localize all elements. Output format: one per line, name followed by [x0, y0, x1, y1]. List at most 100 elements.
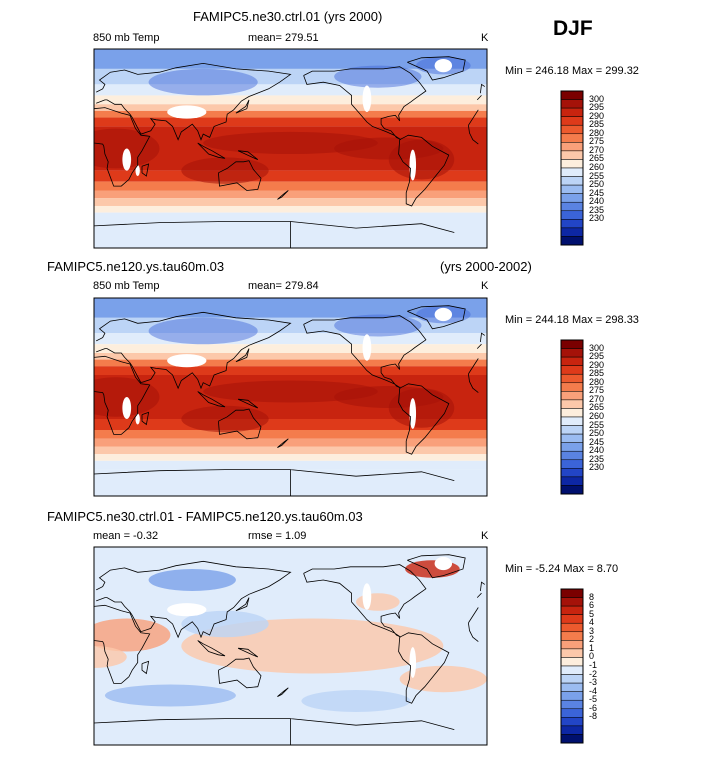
colorbar-swatch	[560, 124, 584, 135]
panel2-variable: 850 mb Temp	[93, 280, 160, 292]
colorbar-swatch	[560, 485, 584, 495]
colorbar-swatch	[560, 159, 584, 169]
panel2-title-years: (yrs 2000-2002)	[440, 259, 532, 274]
colorbar-swatch	[560, 201, 584, 212]
colorbar-tick-label: -8	[589, 711, 598, 722]
colorbar-tick-label: 285	[589, 368, 605, 379]
season-label: DJF	[553, 17, 593, 40]
colorbar-swatch	[560, 614, 584, 624]
colorbar-swatch	[560, 450, 584, 461]
colorbar-swatch	[560, 236, 584, 246]
colorbar-tick-label: -3	[589, 677, 598, 688]
colorbar-tick-label: 2	[589, 634, 595, 645]
colorbar-swatch	[560, 597, 584, 607]
colorbar-swatch	[560, 416, 584, 426]
colorbar-tick-label: 260	[589, 411, 605, 421]
colorbar-swatch	[560, 193, 584, 203]
colorbar-tick-label: -6	[589, 702, 598, 713]
panel2-units: K	[481, 280, 489, 292]
colorbar-tick-label: 275	[589, 136, 605, 147]
colorbar-swatch	[560, 476, 584, 486]
panel1-title: FAMIPC5.ne30.ctrl.01 (yrs 2000)	[193, 9, 383, 24]
colorbar-tick-label: 270	[589, 393, 605, 404]
panel2-title: FAMIPC5.ne120.ys.tau60m.03	[47, 259, 225, 274]
colorbar-tick-label: 290	[589, 359, 605, 370]
colorbar-tick-label: 285	[589, 119, 605, 130]
colorbar-2	[560, 339, 584, 495]
map-frame	[93, 48, 488, 249]
colorbar-swatch	[560, 468, 584, 478]
colorbar-swatch	[560, 99, 584, 109]
colorbar-swatch	[560, 167, 584, 177]
colorbar-swatch	[560, 725, 584, 735]
colorbar-tick-label: 245	[589, 436, 605, 447]
colorbar-tick-label: 280	[589, 376, 605, 387]
colorbar-swatch	[560, 699, 584, 710]
colorbar-swatch	[560, 348, 584, 358]
colorbar-tick-label: 255	[589, 419, 605, 430]
colorbar-tick-label: 235	[589, 204, 605, 215]
colorbar-tick-label: 295	[589, 102, 605, 113]
colorbar-swatch	[560, 459, 584, 469]
colorbar-tick-label: -2	[589, 668, 598, 679]
colorbar-swatch	[560, 116, 584, 126]
colorbar-swatch	[560, 219, 584, 229]
colorbar-tick-label: 8	[589, 591, 595, 602]
colorbar-tick-label: 265	[589, 153, 605, 164]
colorbar-tick-label: 0	[589, 651, 595, 662]
colorbar-swatch	[560, 408, 584, 418]
colorbar-swatch	[560, 382, 584, 392]
colorbar-tick-label: 265	[589, 402, 605, 413]
colorbar-tick-label: 3	[589, 625, 595, 636]
colorbar-tick-label: 250	[589, 179, 605, 190]
map-panel-3	[93, 546, 488, 746]
colorbar-swatch	[560, 665, 584, 675]
panel1-units: K	[481, 32, 489, 44]
colorbar-swatch	[560, 142, 584, 152]
colorbar-swatch	[560, 648, 584, 658]
colorbar-swatch	[560, 674, 584, 684]
panel2-minmax: Min = 244.18 Max = 298.33	[505, 314, 639, 326]
colorbar-tick-label: 1	[589, 642, 595, 653]
colorbar-tick-label: 255	[589, 170, 605, 181]
map-frame	[93, 297, 488, 497]
colorbar-swatch	[560, 691, 584, 701]
colorbar-tick-label: 270	[589, 144, 605, 155]
colorbar-tick-label: 300	[589, 93, 605, 104]
colorbar-swatch	[560, 734, 584, 744]
colorbar-tick-label: 240	[589, 196, 605, 207]
colorbar-tick-label: 275	[589, 385, 605, 396]
map-frame	[93, 546, 488, 746]
colorbar-tick-label: -4	[589, 685, 598, 696]
colorbar-swatch	[560, 588, 584, 598]
colorbar-tick-label: -5	[589, 694, 598, 705]
map-panel-1	[93, 48, 488, 249]
colorbar-tick-label: 260	[589, 162, 605, 172]
colorbar-swatch	[560, 425, 584, 435]
panel1-mean: mean= 279.51	[248, 32, 319, 44]
colorbar-swatch	[560, 184, 584, 194]
colorbar-swatch	[560, 708, 584, 718]
colorbar-tick-label: 250	[589, 428, 605, 439]
colorbar-swatch	[560, 682, 584, 692]
colorbar-swatch	[560, 339, 584, 349]
colorbar-tick-label: 245	[589, 187, 605, 198]
colorbar-tick-label: 240	[589, 445, 605, 456]
colorbar-tick-label: 295	[589, 351, 605, 362]
colorbar-tick-label: 6	[589, 600, 595, 611]
colorbar-tick-label: 235	[589, 453, 605, 464]
colorbar-tick-label: -1	[589, 660, 598, 670]
colorbar-swatch	[560, 90, 584, 100]
panel1-variable: 850 mb Temp	[93, 32, 160, 44]
colorbar-swatch	[560, 356, 584, 366]
colorbar-tick-label: 4	[589, 617, 595, 628]
colorbar-swatch	[560, 150, 584, 160]
panel3-minmax: Min = -5.24 Max = 8.70	[505, 563, 619, 575]
colorbar-swatch	[560, 622, 584, 633]
colorbar-swatch	[560, 717, 584, 727]
colorbar-tick-label: 230	[589, 462, 605, 473]
colorbar-tick-label: 300	[589, 342, 605, 353]
panel2-mean: mean= 279.84	[248, 280, 319, 292]
colorbar-swatch	[560, 365, 584, 375]
colorbar-swatch	[560, 133, 584, 143]
